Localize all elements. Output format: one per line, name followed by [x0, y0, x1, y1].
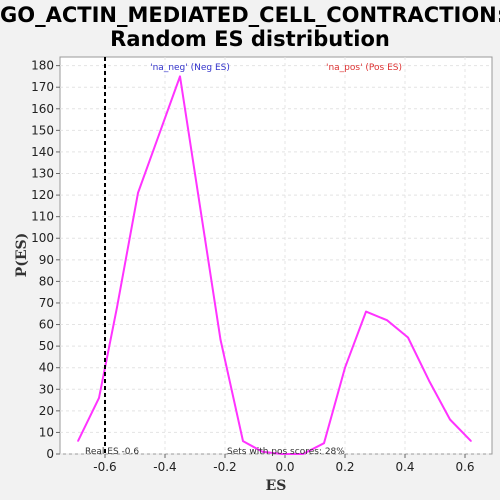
- real-es-label: Real ES -0.6: [85, 447, 139, 457]
- y-tick-label: 10: [39, 425, 54, 439]
- x-tick-label: 0.4: [395, 460, 414, 474]
- y-tick-label: 140: [31, 145, 54, 159]
- y-tick-label: 130: [31, 167, 54, 181]
- data-point: [261, 451, 264, 453]
- y-tick-label: 60: [39, 318, 54, 332]
- pos-es-label: 'na_pos' (Pos ES): [326, 63, 402, 73]
- y-tick-label: 120: [31, 188, 54, 202]
- data-point: [302, 453, 304, 455]
- y-tick-label: 30: [39, 382, 54, 396]
- data-point: [116, 306, 118, 309]
- y-tick-label: 40: [39, 361, 54, 375]
- series-layer: [77, 75, 472, 455]
- y-axis-label: P(ES): [14, 233, 30, 278]
- data-point: [281, 453, 283, 455]
- x-axis-label: ES: [266, 478, 287, 494]
- plot-area: [59, 56, 493, 455]
- data-point: [158, 133, 160, 136]
- data-point: [242, 440, 244, 442]
- chart-title-line-2: Random ES distribution: [110, 27, 390, 51]
- y-axis-ticks: 0 10 20 30 40 50 60 70 80 90 100 110 120 130 140 150 160…: [31, 59, 60, 461]
- neg-es-label: 'na_neg' (Neg ES): [150, 63, 230, 73]
- y-tick-label: 170: [31, 80, 54, 94]
- x-tick-label: 0.6: [455, 460, 474, 474]
- y-tick-label: 90: [39, 253, 54, 267]
- x-tick-label: 0.0: [275, 460, 294, 474]
- x-axis-ticks: -0.6 -0.4 -0.2 0.0 0.2 0.4 0.6: [93, 454, 475, 474]
- chart-title-line-1: GO_ACTIN_MEDIATED_CELL_CONTRACTION:: [0, 3, 500, 27]
- x-tick-label: -0.4: [153, 460, 176, 474]
- x-tick-label: -0.2: [213, 460, 236, 474]
- y-tick-label: 160: [31, 102, 54, 116]
- data-point: [137, 192, 139, 194]
- x-tick-label: -0.6: [93, 460, 116, 474]
- data-point: [386, 319, 388, 322]
- y-tick-label: 20: [39, 404, 54, 418]
- y-tick-label: 100: [31, 231, 54, 245]
- data-point: [428, 379, 430, 382]
- data-point: [407, 336, 409, 339]
- data-point: [219, 338, 222, 341]
- x-tick-label: 0.2: [335, 460, 354, 474]
- data-point: [179, 75, 181, 78]
- y-tick-label: 0: [46, 447, 54, 461]
- data-point: [98, 397, 100, 399]
- pos-scores-label: Sets with pos scores: 28%: [227, 447, 345, 457]
- y-tick-label: 150: [31, 123, 54, 137]
- y-tick-label: 70: [39, 296, 54, 310]
- y-tick-label: 110: [31, 210, 54, 224]
- y-tick-label: 50: [39, 339, 54, 353]
- y-tick-label: 180: [31, 59, 54, 73]
- data-point: [449, 418, 451, 421]
- data-point: [365, 310, 367, 313]
- y-tick-label: 80: [39, 274, 54, 288]
- data-point: [344, 366, 346, 369]
- grid: [60, 57, 492, 455]
- data-point: [323, 442, 325, 445]
- data-point: [470, 440, 472, 442]
- data-point: [77, 440, 79, 442]
